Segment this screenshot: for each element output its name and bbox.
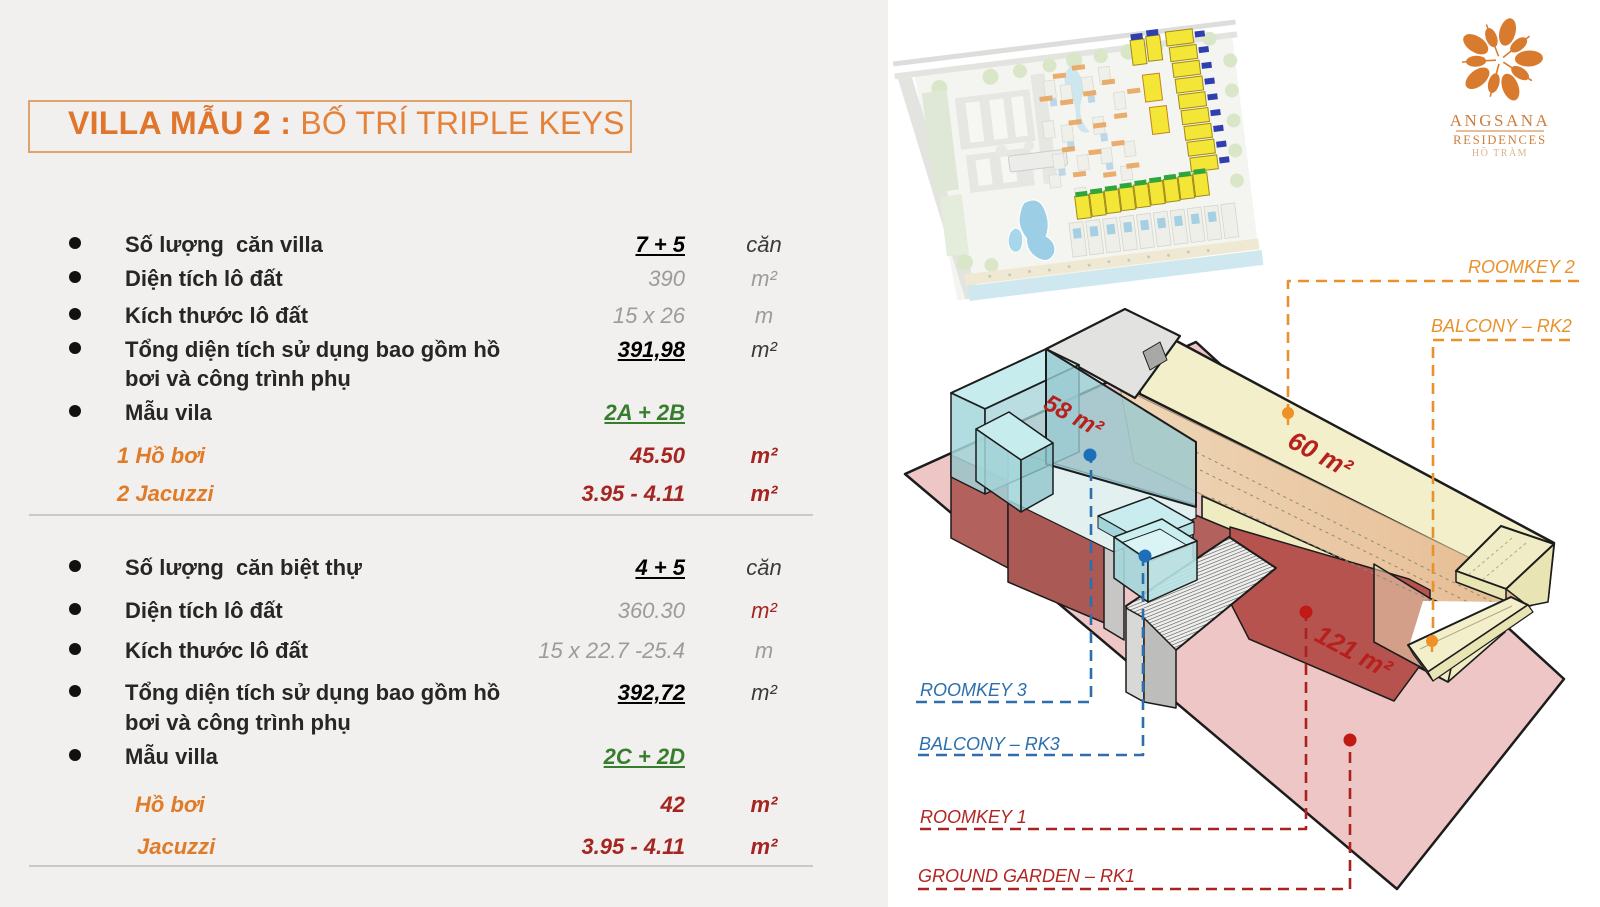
svg-text:ROOMKEY 3: ROOMKEY 3 bbox=[920, 680, 1027, 700]
svg-text:BALCONY – RK3: BALCONY – RK3 bbox=[919, 734, 1060, 754]
svg-text:ROOMKEY 1: ROOMKEY 1 bbox=[920, 807, 1027, 827]
svg-text:HỒ TRÀM: HỒ TRÀM bbox=[1472, 146, 1528, 159]
svg-text:BALCONY – RK2: BALCONY – RK2 bbox=[1431, 316, 1572, 336]
svg-text:RESIDENCES: RESIDENCES bbox=[1453, 133, 1547, 147]
svg-text:ANGSANA: ANGSANA bbox=[1450, 111, 1551, 130]
svg-text:ROOMKEY 2: ROOMKEY 2 bbox=[1468, 257, 1575, 277]
svg-text:GROUND GARDEN – RK1: GROUND GARDEN – RK1 bbox=[918, 866, 1135, 886]
